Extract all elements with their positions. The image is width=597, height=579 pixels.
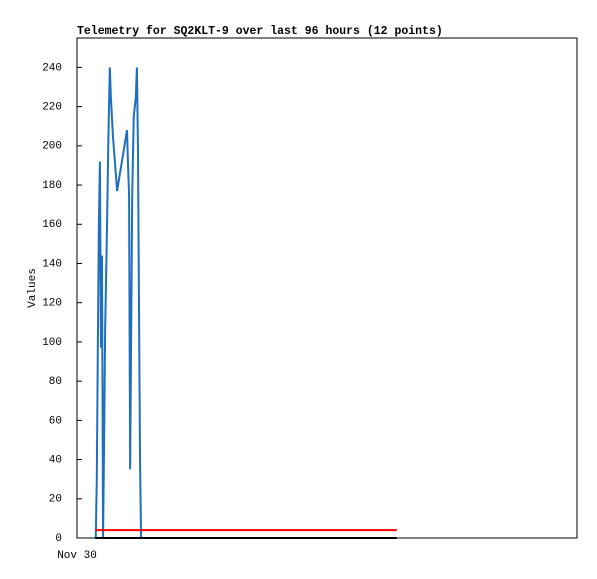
y-tick-label: 40 xyxy=(49,454,62,466)
chart-title: Telemetry for SQ2KLT-9 over last 96 hour… xyxy=(77,25,443,38)
y-tick-label: 20 xyxy=(49,494,62,506)
y-tick-label: 100 xyxy=(42,337,62,349)
y-tick-label: 180 xyxy=(42,180,62,192)
y-tick-label: 0 xyxy=(55,533,62,545)
y-tick-label: 200 xyxy=(42,141,62,153)
y-tick-label: 160 xyxy=(42,219,62,231)
y-tick-label: 240 xyxy=(42,62,62,74)
y-tick-label: 60 xyxy=(49,415,62,427)
y-tick-label: 140 xyxy=(42,258,62,270)
x-tick-label: Nov 30 xyxy=(57,550,97,562)
plot-frame xyxy=(76,37,578,539)
y-tick-label: 220 xyxy=(42,102,62,114)
y-tick-label: 80 xyxy=(49,376,62,388)
y-tick-label: 120 xyxy=(42,298,62,310)
series-line xyxy=(94,67,143,539)
y-axis-label: Values xyxy=(27,268,39,308)
